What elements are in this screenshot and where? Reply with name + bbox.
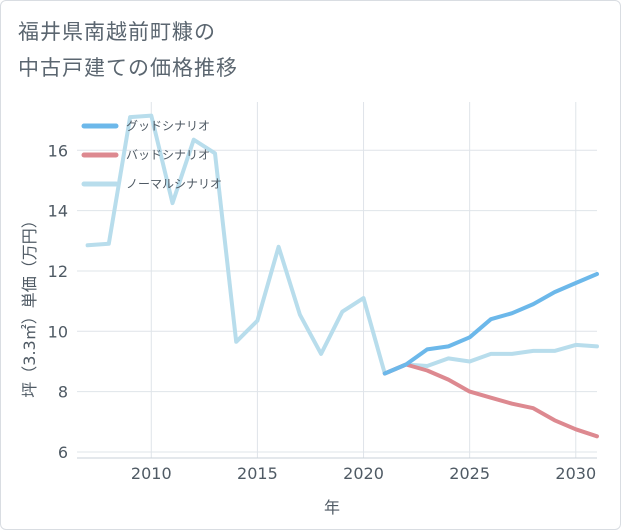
- legend-label: ノーマルシナリオ: [126, 177, 222, 191]
- x-tick-label: 2025: [449, 464, 490, 483]
- series-line-1: [382, 362, 599, 439]
- x-tick-label: 2010: [131, 464, 172, 483]
- y-tick-label: 14: [48, 202, 68, 221]
- x-axis-title: 年: [324, 498, 340, 517]
- chart-title-line-1: 福井県南越前町糠の: [18, 20, 216, 44]
- y-tick-label: 12: [48, 262, 68, 281]
- x-tick-label: 2030: [555, 464, 596, 483]
- series-lines: [85, 113, 599, 439]
- chart-title: 福井県南越前町糠の 中古戸建ての価格推移: [18, 14, 238, 86]
- y-tick-label: 16: [48, 141, 68, 160]
- chart-title-line-2: 中古戸建ての価格推移: [18, 56, 238, 80]
- y-tick-label: 10: [48, 322, 68, 341]
- axes: 2010 2015 2020 2025 2030 6 8 10 12 14 16: [48, 141, 597, 483]
- legend-label: グッドシナリオ: [126, 119, 210, 133]
- x-tick-label: 2015: [237, 464, 278, 483]
- x-tick-label: 2020: [343, 464, 384, 483]
- y-axis-title: 坪（3.3㎡）単価（万円）: [20, 212, 39, 397]
- grid-lines: [77, 102, 597, 458]
- y-tick-label: 8: [58, 383, 68, 402]
- y-tick-label: 6: [58, 443, 68, 462]
- series-line-2: [85, 113, 599, 376]
- series-line-0: [382, 272, 599, 376]
- legend-label: バッドシナリオ: [126, 148, 210, 162]
